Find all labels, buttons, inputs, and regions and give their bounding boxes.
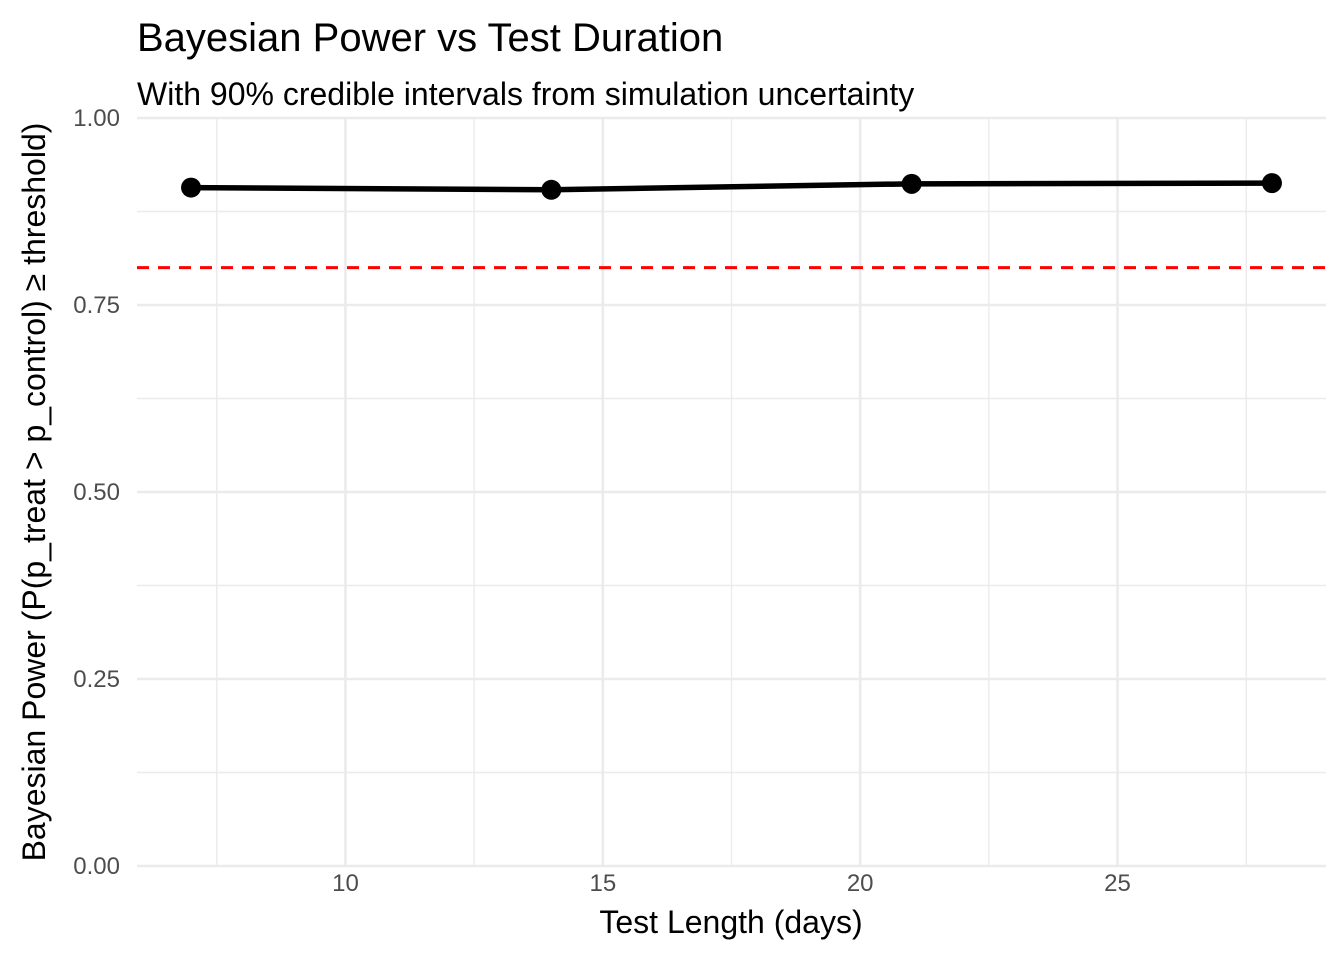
- data-point: [541, 179, 562, 200]
- data-point: [181, 177, 202, 198]
- y-tick-label: 0.50: [73, 479, 120, 506]
- chart-title: Bayesian Power vs Test Duration: [137, 16, 723, 60]
- x-tick-label: 15: [589, 870, 616, 897]
- y-tick-label: 0.75: [73, 292, 120, 319]
- chart-subtitle: With 90% credible intervals from simulat…: [137, 76, 914, 112]
- x-tick-label: 10: [332, 870, 359, 897]
- data-point: [1261, 173, 1282, 194]
- series-line: [191, 180, 1272, 193]
- x-axis-title: Test Length (days): [599, 904, 862, 940]
- x-tick-label: 20: [847, 870, 874, 897]
- y-tick-label: 1.00: [73, 105, 120, 132]
- data-point: [901, 173, 922, 194]
- x-tick-label: 25: [1104, 870, 1131, 897]
- plot-area: 10 15 20 25 0.00 0.25 0.50 0.75 1.00: [73, 105, 1326, 897]
- y-tick-label: 0.25: [73, 666, 120, 693]
- y-tick-label: 0.00: [73, 853, 120, 880]
- y-axis-title: Bayesian Power (P(p_treat > p_control) ≥…: [16, 123, 52, 862]
